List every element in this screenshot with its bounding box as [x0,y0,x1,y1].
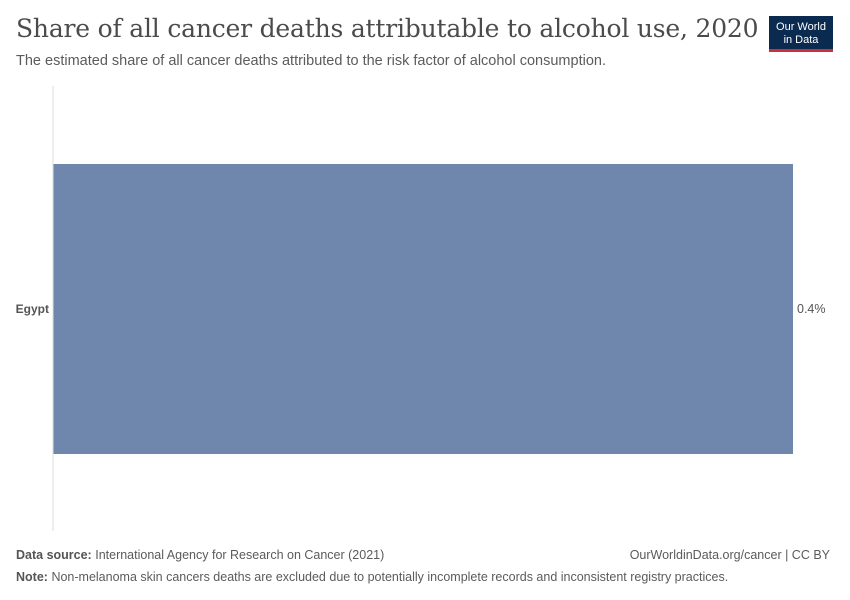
page-subtitle: The estimated share of all cancer deaths… [16,53,606,69]
category-label: Egypt [16,302,49,316]
owid-logo[interactable]: Our World in Data [769,16,833,52]
chart-note: Note: Non-melanoma skin cancers deaths a… [16,570,728,584]
page-title: Share of all cancer deaths attributable … [16,14,759,43]
data-source-label: Data source: [16,548,92,562]
data-source: Data source: International Agency for Re… [16,548,384,562]
bar-egypt[interactable] [53,164,794,454]
note-label: Note: [16,570,48,584]
logo-line-1: Our World [776,21,826,33]
value-label: 0.4% [797,302,826,316]
note-text: Non-melanoma skin cancers deaths are exc… [51,570,729,584]
credit-link[interactable]: OurWorldinData.org/cancer | CC BY [629,548,830,562]
logo-line-2: in Data [783,34,819,46]
data-source-text[interactable]: International Agency for Research on Can… [95,548,385,562]
bar-chart: Egypt 0.4% [16,86,826,531]
